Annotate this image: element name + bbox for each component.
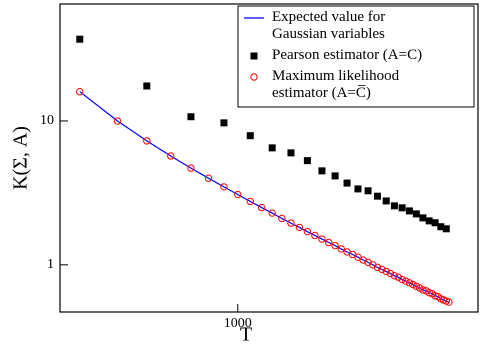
legend-label: Pearson estimator (A=C) — [272, 47, 422, 63]
circle-marker — [187, 164, 195, 172]
circle-marker — [337, 245, 345, 253]
circle-marker — [257, 203, 266, 212]
circle-marker — [331, 241, 339, 250]
circle-marker — [318, 235, 326, 243]
expected-line — [79, 91, 450, 303]
circle-marker — [405, 279, 414, 287]
square-marker — [437, 223, 445, 231]
square-marker — [419, 214, 427, 222]
circle-marker — [311, 231, 319, 240]
plot-frame — [59, 3, 479, 313]
circle-marker — [167, 152, 175, 160]
circle-marker — [394, 273, 403, 281]
square-marker — [354, 185, 362, 193]
circle-marker — [386, 269, 395, 278]
square-marker — [268, 144, 276, 152]
circle-marker — [143, 137, 151, 145]
legend-line: Maximum likelihood — [272, 68, 400, 84]
x-tick-label: 1000 — [224, 316, 252, 331]
square-marker — [425, 217, 433, 225]
circle-marker — [390, 272, 399, 280]
circle-marker — [220, 183, 228, 191]
legend-line: Expected value for — [272, 9, 385, 25]
circle-marker — [382, 267, 390, 276]
square-marker — [187, 113, 195, 121]
circle-marker — [402, 277, 410, 285]
square-marker — [382, 197, 390, 205]
square-marker — [287, 149, 295, 157]
square-marker — [373, 192, 381, 200]
legend-line: Pearson estimator (A=C) — [272, 47, 422, 63]
circle-marker — [287, 219, 295, 227]
circle-marker — [373, 263, 382, 272]
square-marker — [405, 207, 413, 215]
square-marker — [76, 35, 84, 43]
square-marker — [143, 82, 151, 90]
circle-marker — [204, 174, 213, 182]
legend-line: Gaussian variables — [272, 26, 385, 42]
circle-marker — [325, 238, 333, 247]
square-marker — [246, 132, 254, 140]
square-marker — [431, 219, 439, 227]
square-marker — [390, 202, 398, 210]
circle-marker — [268, 209, 276, 217]
circle-marker — [76, 88, 84, 96]
square-marker — [442, 225, 450, 233]
circle-marker — [409, 280, 417, 289]
square-marker — [343, 179, 351, 187]
circle-marker — [278, 214, 286, 223]
legend-label: Maximum likelihood estimator (A=C̅) — [272, 68, 400, 101]
circle-marker — [303, 227, 312, 236]
circle-marker — [378, 265, 386, 274]
y-tick-label: 10 — [40, 113, 54, 128]
circle-marker — [295, 223, 304, 232]
square-marker — [412, 210, 420, 218]
x-axis-label: T — [240, 324, 252, 346]
circle-marker — [246, 197, 254, 206]
legend-swatch — [250, 73, 258, 81]
square-marker — [318, 167, 326, 175]
y-tick-label: 1 — [47, 257, 54, 272]
circle-marker — [113, 117, 122, 125]
circle-marker — [419, 286, 427, 294]
y-axis-label: K(Σ, A) — [10, 126, 32, 190]
circle-marker — [398, 275, 406, 284]
square-marker — [220, 119, 228, 127]
square-marker — [331, 172, 339, 180]
circle-marker — [445, 298, 453, 306]
square-marker — [364, 187, 372, 195]
legend-label: Expected value for Gaussian variables — [272, 9, 385, 42]
circle-marker — [425, 289, 433, 297]
square-marker — [303, 157, 311, 165]
legend-box — [237, 5, 475, 108]
square-marker — [398, 204, 406, 212]
legend-line: estimator (A=C̅) — [272, 85, 371, 101]
circle-marker — [234, 190, 242, 199]
legend-swatch — [250, 52, 258, 60]
